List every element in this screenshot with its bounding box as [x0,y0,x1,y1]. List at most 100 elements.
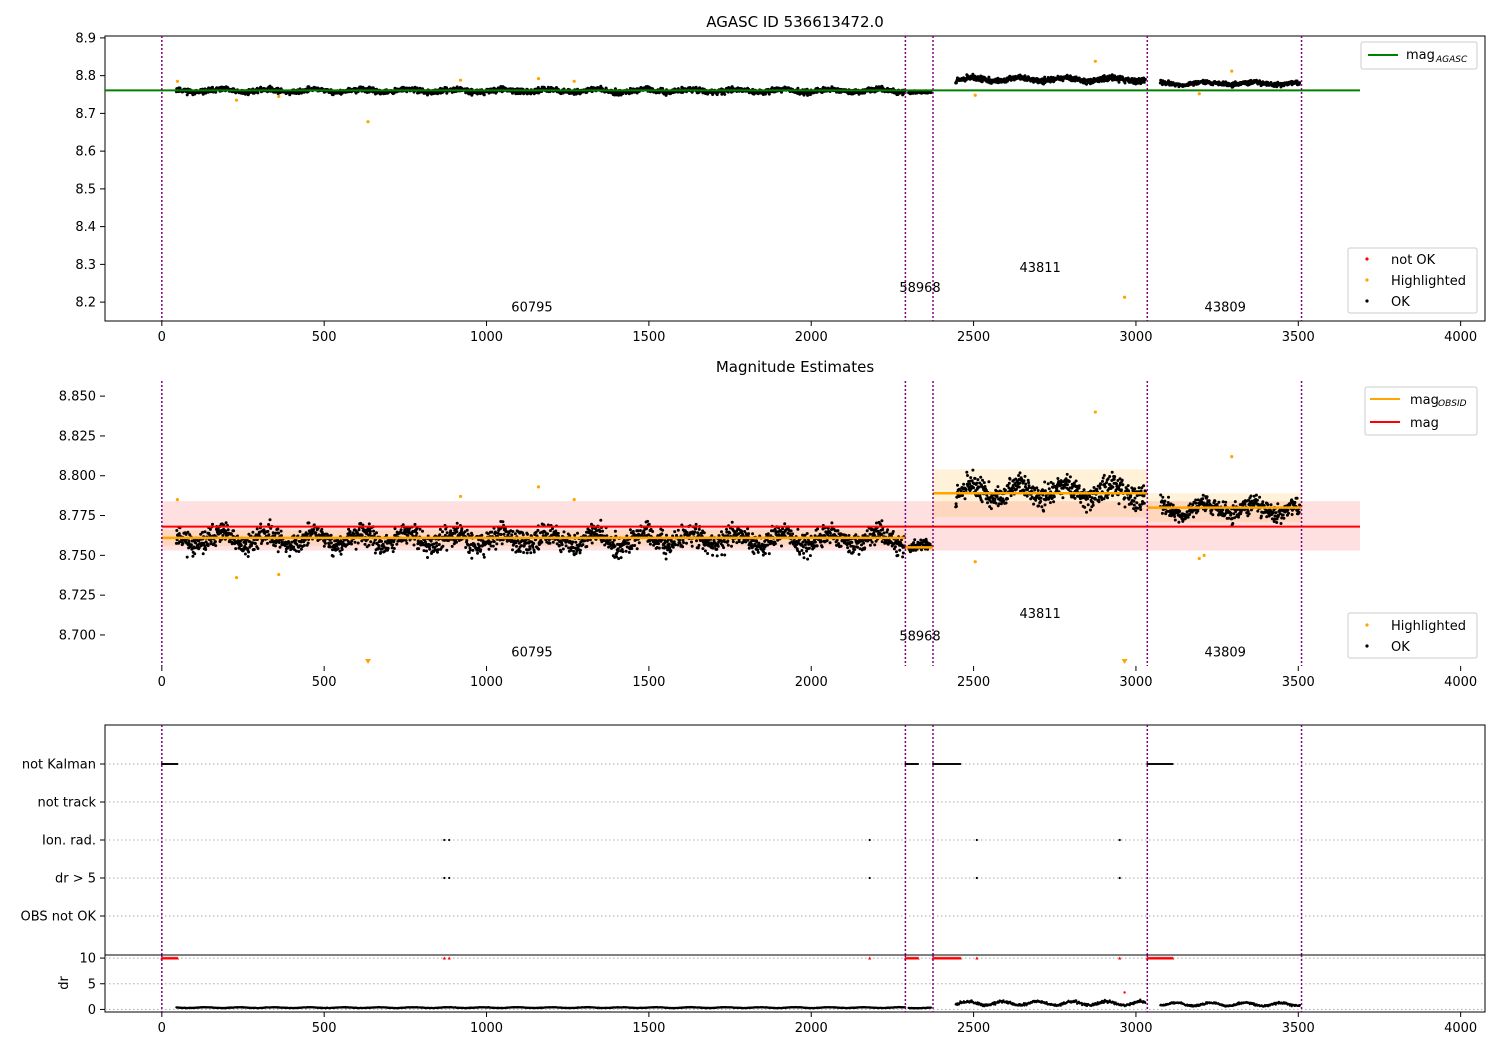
ok-point [367,543,371,547]
ok-point [331,554,335,558]
ok-point [751,532,755,536]
ok-point [559,550,563,554]
ok-point [537,547,541,551]
ok-point [211,85,214,89]
ok-point [813,540,817,544]
ok-point [723,553,727,557]
ok-point [697,543,701,547]
ok-point [204,548,208,551]
ok-point [635,547,639,551]
ok-point [548,541,552,545]
ok-point [187,539,191,543]
x-tick-label: 2500 [957,330,990,345]
ok-point [500,542,504,546]
ok-point [628,528,632,532]
ok-point [426,93,429,97]
ok-point [373,551,377,555]
x-tick-label: 3000 [1119,330,1152,345]
ok-point [828,541,832,545]
ok-point [664,93,668,97]
ok-point [726,539,730,543]
ok-point [694,527,698,531]
ok-point [277,531,281,535]
ok-point [805,532,809,535]
ok-point [363,542,367,546]
ok-point [621,550,625,554]
ok-point [425,549,428,553]
ok-point [511,548,514,552]
ok-point [642,531,646,535]
ok-point [556,531,560,535]
ok-point [808,554,812,558]
ok-point [516,539,520,543]
ok-point [298,530,302,533]
ok-point [395,542,399,546]
ok-point [455,540,458,544]
ok-point [807,546,811,550]
ok-point [561,547,565,551]
ok-point [426,556,429,559]
ok-point [839,544,843,548]
ok-point [613,529,617,533]
highlighted-point [536,77,541,81]
ok-point [266,529,270,533]
ok-point [438,533,442,537]
ok-point [479,548,483,552]
ok-point [730,520,734,524]
ok-point [438,527,442,531]
ok-point [613,544,617,548]
ok-point [471,548,475,552]
ok-point [627,541,631,545]
x-tick-label: 3500 [1282,330,1315,345]
ok-point [276,550,280,554]
ok-point [360,539,364,543]
ok-point [455,521,459,525]
ok-point [571,540,575,544]
ok-point [491,544,495,548]
ok-point [234,547,238,551]
highlighted-point [572,79,576,83]
obsid-annotation: 43809 [1205,301,1246,316]
ok-point [789,529,793,533]
ok-point [191,554,195,558]
ok-point [314,531,318,535]
ok-point [181,541,185,545]
ok-point [251,530,255,534]
ok-point [224,521,228,525]
ok-point [725,527,728,531]
ok-point [564,544,568,548]
ok-point [353,540,357,544]
ok-point [468,548,472,552]
ok-point [669,549,673,553]
ok-point [256,547,260,550]
ok-point [599,518,603,522]
ok-point [277,541,281,544]
ok-point [417,547,421,551]
ok-point [766,532,770,536]
ok-point [465,539,469,542]
ok-point [694,522,698,526]
ok-point [1123,81,1127,85]
ok-point [673,530,677,534]
ok-point [306,541,310,545]
ok-point [630,547,634,550]
obsid-annotation: 58968 [899,281,940,296]
ok-point [720,530,723,534]
ok-point [266,541,269,545]
x-tick-label: 1500 [632,330,665,345]
highlighted-point [1197,92,1201,96]
ok-point [521,533,525,537]
ok-point [800,549,804,552]
ok-point [529,551,533,555]
ok-point [646,519,650,523]
ok-point [386,546,390,550]
highlighted-legend-label: Highlighted [1391,274,1466,289]
ok-point [578,548,582,552]
ok-point [664,552,668,556]
ok-point [476,551,479,555]
ok-point [820,545,824,549]
ok-point [201,552,205,556]
ok-point [685,541,688,545]
ok-point [292,545,296,549]
